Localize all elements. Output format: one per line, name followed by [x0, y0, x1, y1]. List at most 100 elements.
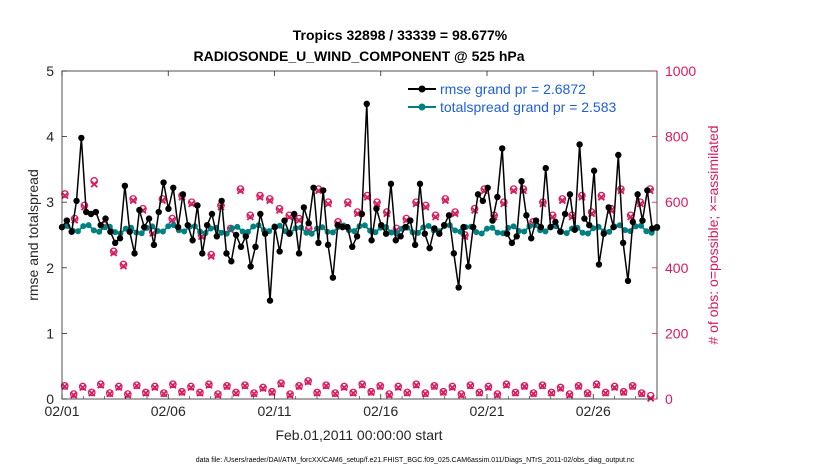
totalspread-point — [489, 224, 496, 231]
obs-assimilated-point-low — [592, 381, 601, 389]
totalspread-point — [372, 229, 379, 236]
chart-title-line2: RADIOSONDE_U_WIND_COMPONENT @ 525 hPa — [193, 48, 524, 64]
rmse-point — [411, 241, 419, 249]
obs-possible-point-low — [340, 382, 349, 391]
obs-assimilated-point — [344, 200, 352, 208]
totalspread-point — [478, 230, 485, 237]
rmse-point — [648, 225, 656, 232]
y-right-tick-label: 1000 — [665, 63, 696, 79]
obs-possible-point — [431, 211, 440, 220]
totalspread-point — [85, 222, 92, 229]
obs-possible-point-low — [241, 381, 249, 390]
obs-possible-point-low — [511, 388, 520, 397]
obs-assimilated-point-low — [601, 389, 610, 397]
obs-possible-point — [265, 195, 274, 203]
obs-assimilated-point-low — [286, 391, 294, 399]
obs-possible-point-low — [322, 381, 330, 390]
obs-assimilated-point-low — [277, 380, 285, 388]
obs-possible-point-low — [610, 382, 619, 391]
obs-possible-point — [324, 198, 333, 207]
y-left-tick-label: 1 — [46, 325, 54, 341]
y-right-tick-label: 600 — [665, 194, 689, 210]
rmse-point — [141, 223, 148, 231]
obs-assimilated-point — [90, 180, 98, 188]
rmse-point — [407, 217, 414, 224]
obs-possible-point-low — [331, 389, 340, 397]
obs-assimilated-point-low — [520, 382, 529, 391]
obs-assimilated-point-low — [340, 383, 348, 392]
obs-assimilated-point-low — [79, 383, 87, 392]
totalspread-point — [159, 228, 166, 235]
obs-assimilated-point — [256, 193, 264, 201]
rmse-point — [547, 223, 554, 231]
obs-assimilated-point — [324, 200, 332, 208]
obs-assimilated-point — [110, 249, 118, 257]
rmse-point — [537, 223, 545, 231]
obs-assimilated-point — [275, 206, 284, 215]
obs-assimilated-point-low — [574, 382, 583, 391]
obs-possible-point — [119, 260, 128, 269]
obs-possible-point — [168, 214, 177, 223]
obs-assimilated-point-low — [178, 388, 186, 397]
legend: rmse grand pr = 2.6872 totalspread grand… — [408, 81, 617, 115]
y-left-tick-label: 4 — [46, 129, 54, 145]
totalspread-point — [425, 222, 432, 229]
rmse-point — [552, 218, 559, 226]
rmse-point — [523, 212, 530, 219]
rmse-point — [145, 215, 153, 222]
obs-assimilated-point-low — [151, 383, 159, 392]
obs-assimilated-point-low — [214, 391, 222, 399]
obs-assimilated-point-low — [502, 381, 511, 389]
rmse-point — [82, 208, 90, 216]
obs-possible-point-low — [214, 390, 222, 398]
obs-possible-point-low — [466, 381, 475, 390]
totalspread-point — [181, 228, 188, 235]
obs-assimilated-point-low — [322, 382, 330, 390]
obs-possible-point — [558, 195, 567, 203]
obs-assimilated-point-low — [142, 389, 150, 397]
obs-possible-point-low — [87, 388, 96, 397]
rmse-point — [528, 235, 535, 242]
rmse-point — [566, 191, 574, 198]
rmse-point — [237, 243, 245, 251]
obs-assimilated-point-low — [169, 381, 177, 389]
rmse-point — [339, 223, 346, 231]
rmse-point — [561, 210, 569, 218]
obs-assimilated-point-low — [565, 391, 574, 399]
totalspread-point — [234, 223, 241, 230]
obs-assimilated-point — [568, 213, 576, 221]
legend-rmse-label: rmse grand pr = 2.6872 — [440, 81, 586, 97]
obs-possible-point-low — [96, 380, 105, 389]
totalspread-point — [484, 225, 490, 232]
obs-assimilated-point-low — [331, 390, 339, 398]
data-file-footer: data file: /Users/raeder/DAI/ATM_forcXX/… — [196, 457, 635, 464]
rmse-point — [455, 284, 462, 291]
obs-assimilated-point — [188, 200, 196, 208]
y-right-tick-label: 800 — [665, 129, 689, 145]
obs-possible-point-low — [358, 380, 367, 389]
rmse-point — [150, 241, 158, 249]
rmse-point — [349, 243, 356, 251]
obs-possible-point-low — [259, 383, 267, 392]
rmse-point — [300, 204, 308, 211]
obs-assimilated-point — [597, 193, 606, 201]
obs-assimilated-point-low — [160, 390, 168, 398]
rmse-point — [426, 244, 433, 252]
obs-assimilated-point-low — [511, 389, 520, 397]
totalspread-point — [616, 222, 623, 229]
obs-assimilated-point-low — [241, 382, 249, 390]
obs-assimilated-point — [451, 210, 459, 218]
obs-possible-point-low — [69, 390, 78, 398]
rmse-point — [469, 223, 477, 231]
y-left-tick-label: 0 — [46, 391, 54, 407]
totalspread-point — [473, 229, 480, 236]
obs-assimilated-point-low — [430, 382, 438, 391]
totalspread-point — [319, 224, 326, 231]
obs-possible-point-low — [457, 390, 466, 398]
rmse-point — [373, 205, 380, 212]
rmse-line — [61, 103, 658, 301]
obs-assimilated-point-low — [610, 383, 619, 392]
rmse-point — [600, 230, 607, 237]
obs-possible-point — [578, 191, 586, 200]
rmse-point — [363, 100, 370, 108]
